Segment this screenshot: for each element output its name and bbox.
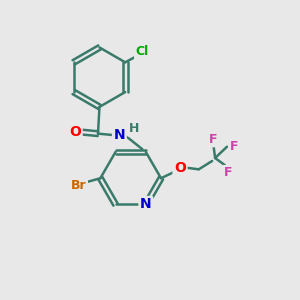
Text: F: F: [209, 133, 218, 146]
Text: O: O: [69, 125, 81, 139]
Text: Cl: Cl: [136, 45, 149, 58]
Text: O: O: [174, 160, 186, 175]
Text: Br: Br: [71, 179, 86, 192]
Text: H: H: [128, 122, 139, 135]
Text: F: F: [224, 167, 232, 179]
Text: F: F: [230, 140, 238, 153]
Text: N: N: [114, 128, 125, 142]
Text: N: N: [140, 197, 152, 212]
